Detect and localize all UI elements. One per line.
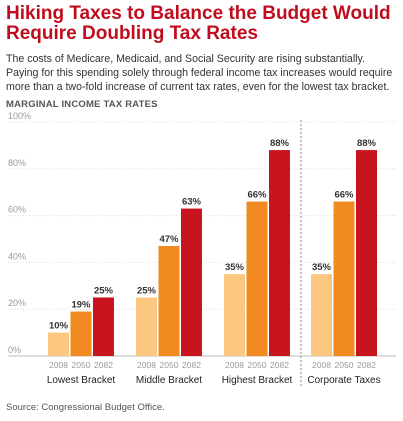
x-tick-label: 2082 bbox=[182, 360, 201, 370]
bar bbox=[246, 201, 268, 356]
data-label: 35% bbox=[225, 262, 245, 273]
data-label: 10% bbox=[49, 321, 69, 332]
data-label: 66% bbox=[247, 190, 267, 201]
bar bbox=[93, 297, 114, 356]
chart-title: Hiking Taxes to Balance the Budget Would… bbox=[6, 3, 391, 44]
bar bbox=[70, 311, 92, 356]
y-tick-label: 60% bbox=[8, 205, 26, 215]
data-label: 47% bbox=[159, 234, 179, 245]
data-label: 66% bbox=[334, 190, 354, 201]
x-tick-label: 2008 bbox=[49, 360, 68, 370]
x-tick-label: 2082 bbox=[270, 360, 289, 370]
chart-subtitle: MARGINAL INCOME TAX RATES bbox=[6, 99, 158, 110]
data-label: 35% bbox=[312, 262, 332, 273]
x-tick-label: 2008 bbox=[312, 360, 331, 370]
data-label: 19% bbox=[71, 300, 91, 311]
bar bbox=[269, 150, 290, 356]
bar bbox=[224, 274, 245, 356]
x-tick-label: 2050 bbox=[335, 360, 354, 370]
data-label: 63% bbox=[182, 197, 202, 208]
y-tick-label: 80% bbox=[8, 158, 26, 168]
y-tick-label: 40% bbox=[8, 251, 26, 261]
category-label: Corporate Taxes bbox=[307, 375, 380, 386]
x-tick-label: 2008 bbox=[137, 360, 156, 370]
bar bbox=[333, 201, 355, 356]
data-label: 88% bbox=[270, 138, 290, 149]
source-note: Source: Congressional Budget Office. bbox=[6, 402, 165, 413]
x-tick-label: 2050 bbox=[248, 360, 267, 370]
bar bbox=[311, 274, 332, 356]
x-tick-label: 2050 bbox=[160, 360, 179, 370]
chart-description: The costs of Medicare, Medicaid, and Soc… bbox=[6, 53, 393, 93]
x-tick-label: 2082 bbox=[357, 360, 376, 370]
data-label: 25% bbox=[137, 286, 157, 297]
bar-chart: 0% 20% 40% 60% 80% 100% 10% 2008 19% 2050 25% 2082 L… bbox=[8, 111, 396, 386]
y-tick-label: 0% bbox=[8, 345, 21, 355]
y-tick-label: 100% bbox=[8, 111, 31, 121]
category-label: Lowest Bracket bbox=[47, 375, 116, 386]
bar bbox=[136, 297, 157, 356]
bar bbox=[48, 332, 69, 356]
bar bbox=[181, 208, 202, 356]
category-label: Highest Bracket bbox=[222, 375, 293, 386]
data-label: 88% bbox=[357, 138, 377, 149]
x-tick-label: 2008 bbox=[225, 360, 244, 370]
bar bbox=[158, 246, 180, 356]
x-tick-label: 2082 bbox=[94, 360, 113, 370]
y-tick-label: 20% bbox=[8, 298, 26, 308]
data-label: 25% bbox=[94, 286, 114, 297]
category-label: Middle Bracket bbox=[136, 375, 202, 386]
x-tick-label: 2050 bbox=[72, 360, 91, 370]
bar bbox=[356, 150, 377, 356]
